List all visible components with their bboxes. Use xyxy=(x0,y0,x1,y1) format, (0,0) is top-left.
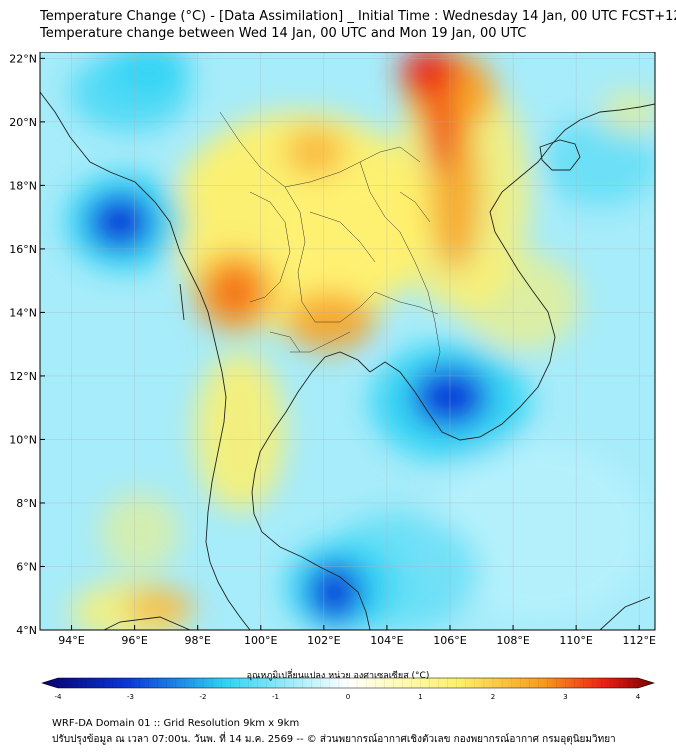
graticule xyxy=(40,52,655,631)
lat-label: 20°N xyxy=(9,116,37,129)
lon-label: 112°E xyxy=(623,634,656,647)
lon-label: 100°E xyxy=(244,634,277,647)
lat-label: 12°N xyxy=(9,370,37,383)
temperature-change-map: 22°N 20°N 18°N 16°N 14°N 12°N 10°N 8°N 6°N 4°N 94°… xyxy=(9,52,656,647)
footer-credits: ปรับปรุงข้อมูล ณ เวลา 07:00น. วันพ. ที่ … xyxy=(52,734,616,745)
admin-boundaries xyxy=(219,111,441,373)
lon-label: 108°E xyxy=(496,634,529,647)
colorbar-tick-label: 1 xyxy=(418,693,422,701)
colorbar-tick-label: 0 xyxy=(346,693,350,701)
colorbar-tick-label: -1 xyxy=(272,693,279,701)
colorbar: -4 -3 -2 -1 0 1 2 3 4 xyxy=(40,677,656,701)
map-subtitle: Temperature change between Wed 14 Jan, 0… xyxy=(40,26,527,41)
colorbar-tick-label: -3 xyxy=(127,693,134,701)
map-title: Temperature Change (°C) - [Data Assimila… xyxy=(40,9,676,24)
coastlines xyxy=(40,91,655,630)
colorbar-tick-label: 3 xyxy=(563,693,567,701)
lat-label: 8°N xyxy=(16,497,37,510)
temperature-field xyxy=(40,52,655,630)
lon-label: 94°E xyxy=(58,634,84,647)
lat-label: 10°N xyxy=(9,433,37,446)
lat-label: 6°N xyxy=(16,560,37,573)
lat-label: 18°N xyxy=(9,179,37,192)
lon-label: 106°E xyxy=(433,634,466,647)
lon-label: 96°E xyxy=(121,634,147,647)
colorbar-tick-label: 4 xyxy=(636,693,641,701)
colorbar-title: อุณหภูมิเปลี่ยนแปลง หน่วย องศาเซลเซียส (… xyxy=(246,671,430,681)
map-border xyxy=(39,52,656,631)
colorbar-tick-label: -4 xyxy=(55,693,63,701)
lon-label: 104°E xyxy=(370,634,403,647)
colorbar-scale xyxy=(40,677,656,689)
colorbar-tick-label: -2 xyxy=(200,693,207,701)
lat-label: 14°N xyxy=(9,306,37,319)
lon-label: 98°E xyxy=(184,634,210,647)
lat-label: 4°N xyxy=(16,624,37,637)
footer-model-info: WRF-DA Domain 01 :: Grid Resolution 9km … xyxy=(52,718,300,729)
lat-label: 16°N xyxy=(9,243,37,256)
lon-label: 102°E xyxy=(307,634,340,647)
lon-label: 110°E xyxy=(559,634,592,647)
colorbar-tick-label: 2 xyxy=(491,693,495,701)
lat-label: 22°N xyxy=(9,52,37,65)
